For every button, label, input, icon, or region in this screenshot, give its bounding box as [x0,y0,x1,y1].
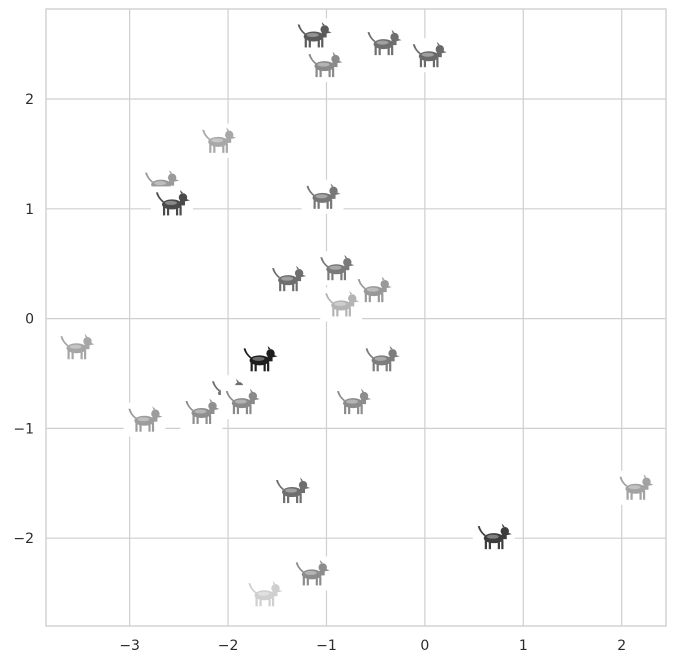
data-point [360,342,403,377]
plot-frame [45,8,667,627]
y-tick-label: −2 [13,531,34,547]
dog-icon [325,290,360,317]
point-highlight [366,287,379,292]
dog-icon [225,388,260,415]
data-point [290,556,333,591]
data-point [180,395,223,430]
point-highlight [252,356,265,361]
point-highlight [234,399,247,404]
data-point [197,123,240,158]
dog-icon [365,345,400,372]
point-highlight [628,485,641,490]
dog-icon [320,254,355,281]
data-point [220,385,263,420]
point-highlight [164,200,177,205]
y-tick-label: 0 [25,312,34,328]
dog-icon [297,21,332,48]
point-highlight [374,356,387,361]
data-point [243,577,286,612]
point-highlight [329,265,342,270]
x-tick-label: −2 [218,638,239,654]
dog-icon [412,41,447,68]
x-tick-label: 2 [617,638,626,654]
data-point [320,287,363,322]
data-point [362,26,405,61]
data-point [271,474,314,509]
dog-icon [155,189,190,216]
x-axis-tick-labels: −3 −2 −1 0 1 2 [119,638,626,654]
dog-icon [619,474,654,500]
dog-icon [308,51,343,78]
point-highlight [211,138,224,143]
data-point [150,186,193,221]
point-highlight [317,62,330,67]
x-tick-label: −1 [316,638,337,654]
dog-icon [272,265,307,292]
data-point [332,385,375,420]
data-point [614,470,657,505]
point-highlight [486,534,499,539]
dog-icon [185,398,220,425]
data-point [292,18,335,53]
dog-icon [477,523,512,550]
point-highlight [346,399,359,404]
data-point [55,330,98,365]
point-highlight [194,409,207,414]
data-points [55,18,657,612]
point-highlight [421,52,434,57]
dog-icon [357,276,392,303]
x-tick-label: 0 [420,638,429,654]
data-point [301,179,344,214]
dog-icon [128,406,163,432]
point-highlight [304,570,317,575]
data-point [315,251,358,286]
data-point [472,520,515,555]
point-highlight [257,591,270,596]
point-highlight [306,32,319,37]
x-tick-label: 1 [519,638,528,654]
data-point [303,48,346,83]
point-highlight [285,488,298,493]
dog-icon [202,127,237,153]
point-highlight [334,301,347,306]
dog-icon [243,345,278,372]
dog-icon [248,580,283,607]
point-highlight [69,344,82,349]
data-point [123,402,166,437]
dog-icon [337,388,372,415]
y-tick-label: 1 [25,202,34,218]
y-tick-label: −1 [13,421,34,437]
dog-icon [306,183,341,209]
data-point [238,342,281,377]
point-highlight [376,40,389,45]
dog-icon [295,559,330,586]
y-tick-label: 2 [25,92,34,108]
x-tick-label: −3 [119,638,140,654]
point-highlight [137,417,150,422]
data-point [267,262,310,297]
point-highlight [315,194,328,199]
point-highlight [154,181,167,186]
dog-icon [276,477,311,504]
point-highlight [281,276,294,281]
data-point [407,38,450,73]
y-axis-tick-labels: −2 −1 0 1 2 [13,92,34,547]
dog-icon [367,29,402,56]
dog-icon [60,333,95,360]
